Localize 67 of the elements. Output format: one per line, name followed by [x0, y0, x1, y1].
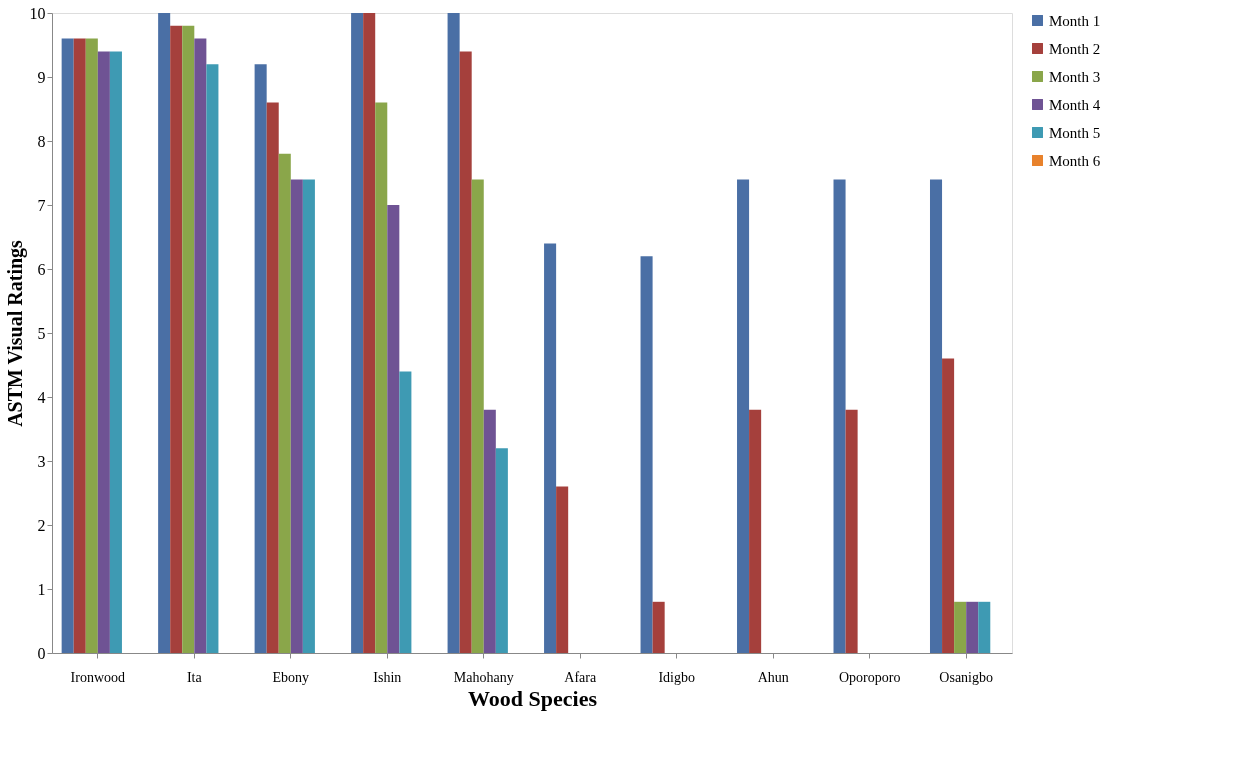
bar	[978, 601, 991, 653]
bar	[266, 102, 279, 653]
bar	[375, 102, 388, 653]
y-axis-title: ASTM Visual Ratings	[3, 239, 27, 427]
bar	[387, 205, 400, 653]
bar	[290, 179, 303, 653]
bar	[833, 179, 846, 653]
bar	[254, 64, 267, 653]
legend-label: Month 1	[1049, 12, 1101, 29]
x-tick-label: Ishin	[373, 669, 402, 685]
y-tick-label: 7	[37, 196, 46, 214]
bar	[97, 51, 110, 653]
x-tick-label: Ebony	[272, 669, 310, 685]
bar	[640, 256, 653, 653]
legend-label: Month 4	[1049, 96, 1101, 113]
y-tick-label: 1	[37, 580, 46, 598]
bar	[954, 601, 967, 653]
bar	[351, 13, 364, 653]
bar	[447, 13, 460, 653]
x-tick-label: Ita	[186, 669, 203, 685]
bar	[278, 153, 291, 653]
bar	[206, 64, 219, 653]
bar	[194, 38, 207, 653]
legend-label: Month 3	[1049, 68, 1101, 85]
x-tick-label: Afara	[564, 669, 597, 685]
bar	[483, 409, 496, 653]
bar	[85, 38, 98, 653]
bar	[182, 25, 195, 653]
bar	[749, 409, 762, 653]
bar	[459, 51, 472, 653]
x-tick-label: Mahohany	[453, 669, 514, 685]
bar	[170, 25, 183, 653]
bar	[363, 13, 376, 653]
bar	[845, 409, 858, 653]
x-tick-label: Idigbo	[658, 669, 695, 685]
y-tick-label: 6	[37, 260, 46, 278]
x-tick-label: Oporoporo	[838, 669, 901, 685]
legend-label: Month 2	[1049, 40, 1101, 57]
y-tick-label: 8	[37, 132, 46, 150]
y-tick-label: 3	[37, 452, 46, 470]
x-tick-label: Ironwood	[70, 669, 126, 685]
y-tick-label: 0	[37, 644, 46, 662]
bar	[544, 243, 557, 653]
bar	[495, 448, 508, 653]
bar	[737, 179, 750, 653]
y-tick-label: 10	[29, 4, 46, 22]
bar	[109, 51, 122, 653]
bar	[929, 179, 943, 653]
x-axis-title: Wood Species	[468, 685, 598, 711]
bar	[556, 486, 569, 653]
bar	[302, 179, 315, 653]
y-tick-label: 5	[37, 324, 46, 342]
bar	[652, 601, 665, 653]
bar	[471, 179, 484, 653]
bar	[73, 38, 86, 653]
legend-label: Month 6	[1049, 152, 1101, 169]
y-tick-label: 4	[37, 388, 46, 406]
x-tick-label: Ahun	[757, 669, 789, 685]
legend-label: Month 5	[1049, 124, 1101, 141]
bar	[966, 601, 979, 653]
bar	[158, 13, 171, 653]
bar	[61, 38, 74, 653]
x-tick-label: Osanigbo	[939, 669, 994, 685]
y-tick-label: 9	[37, 68, 46, 86]
bar	[399, 371, 412, 653]
y-tick-label: 2	[37, 516, 46, 534]
bar	[942, 358, 955, 653]
